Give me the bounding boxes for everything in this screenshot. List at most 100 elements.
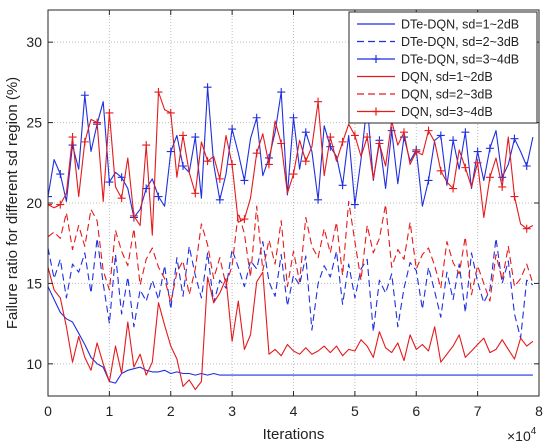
data-point-marker xyxy=(350,131,359,140)
data-point-marker xyxy=(179,131,188,140)
data-point-marker xyxy=(215,174,224,183)
y-tick-label: 30 xyxy=(26,34,42,50)
legend-item: DTe-DQN, sd=1~2dB xyxy=(357,18,519,32)
y-axis-label: Failure ratio for different sd region (%… xyxy=(4,77,21,329)
data-point-marker xyxy=(510,134,519,143)
data-point-marker xyxy=(436,131,445,140)
x-axis-label: Iterations xyxy=(263,426,325,443)
data-point-marker xyxy=(191,189,200,198)
data-point-marker xyxy=(252,113,261,122)
legend-label: DQN, sd=1~2dB xyxy=(401,70,493,84)
legend-item: DQN, sd=3~4dB xyxy=(357,105,493,119)
data-point-marker xyxy=(326,133,335,142)
series-2 xyxy=(48,237,534,339)
data-point-marker xyxy=(424,176,433,185)
data-point-marker xyxy=(166,147,175,156)
legend-item: DTe-DQN, sd=3~4dB xyxy=(357,53,519,67)
x-tick-label: 4 xyxy=(290,403,298,419)
data-point-marker xyxy=(498,173,507,182)
data-point-marker xyxy=(289,113,298,122)
x-tick-label: 0 xyxy=(44,403,52,419)
data-point-marker xyxy=(399,128,408,137)
y-tick-label: 20 xyxy=(26,195,42,211)
data-point-marker xyxy=(240,176,249,185)
data-point-marker xyxy=(48,192,52,201)
x-tick-label: 8 xyxy=(535,403,543,419)
series-4 xyxy=(48,267,534,391)
data-point-marker xyxy=(117,194,126,203)
data-point-marker xyxy=(93,118,102,127)
data-point-marker xyxy=(473,158,482,167)
data-point-marker xyxy=(228,160,237,169)
data-point-marker xyxy=(203,157,212,166)
x-axis-multiplier-base: ×10 xyxy=(507,428,531,444)
data-point-marker xyxy=(215,195,224,204)
data-point-marker xyxy=(80,137,89,146)
data-point-marker xyxy=(277,88,286,97)
series-3 xyxy=(48,83,534,222)
data-point-marker xyxy=(338,137,347,146)
legend-label: DTe-DQN, sd=2~3dB xyxy=(401,35,519,49)
ticks: 0 1 2 3 4 5 6 7 8 10 15 20 25 30 xyxy=(26,10,543,419)
series-line xyxy=(48,86,534,219)
data-point-marker xyxy=(166,108,175,117)
data-point-marker xyxy=(301,157,310,166)
data-point-marker xyxy=(154,192,163,201)
data-point-marker xyxy=(289,170,298,179)
series-line xyxy=(48,286,533,384)
data-point-marker xyxy=(129,211,138,220)
data-point-marker xyxy=(485,144,494,153)
data-point-marker xyxy=(80,91,89,100)
data-point-marker xyxy=(485,173,494,182)
legend-label: DTe-DQN, sd=1~2dB xyxy=(401,18,519,32)
data-point-marker xyxy=(191,133,200,142)
data-point-marker xyxy=(228,125,237,134)
data-point-marker xyxy=(522,162,531,171)
legend-marker xyxy=(372,107,380,116)
legend-item: DQN, sd=2~3dB xyxy=(357,88,493,102)
data-point-marker xyxy=(350,200,359,209)
x-tick-label: 5 xyxy=(351,403,359,419)
x-axis-multiplier: ×104 xyxy=(507,426,537,444)
data-point-marker xyxy=(179,162,188,171)
y-tick-label: 15 xyxy=(26,275,42,291)
data-point-marker xyxy=(56,200,65,209)
data-point-marker xyxy=(412,147,421,156)
legend-label: DTe-DQN, sd=3~4dB xyxy=(401,53,519,67)
x-tick-label: 6 xyxy=(412,403,420,419)
legend-box xyxy=(348,11,538,124)
data-point-marker xyxy=(48,200,52,209)
series-line xyxy=(48,91,534,236)
data-point-marker xyxy=(105,178,114,187)
series-1 xyxy=(48,286,533,384)
data-point-marker xyxy=(498,182,507,191)
data-point-marker xyxy=(264,160,273,169)
data-point-marker xyxy=(436,166,445,175)
x-tick-label: 3 xyxy=(228,403,236,419)
x-tick-label: 7 xyxy=(474,403,482,419)
data-point-marker xyxy=(461,128,470,137)
data-point-marker xyxy=(522,224,531,233)
series-line xyxy=(48,267,534,391)
data-point-marker xyxy=(314,195,323,204)
data-point-marker xyxy=(461,163,470,172)
legend-label: DQN, sd=3~4dB xyxy=(401,105,493,119)
legend-item: DTe-DQN, sd=2~3dB xyxy=(357,35,519,49)
data-point-marker xyxy=(252,149,261,158)
legend: DTe-DQN, sd=1~2dB DTe-DQN, sd=2~3dB DTe-DQ… xyxy=(348,11,538,124)
data-point-marker xyxy=(277,139,286,148)
x-tick-label: 2 xyxy=(167,403,175,419)
data-point-marker xyxy=(424,126,433,135)
y-tick-label: 25 xyxy=(26,115,42,131)
data-point-marker xyxy=(314,97,323,106)
data-point-marker xyxy=(473,147,482,156)
data-point-marker xyxy=(142,141,151,150)
data-point-marker xyxy=(363,133,372,142)
data-point-marker xyxy=(203,83,212,92)
data-point-marker xyxy=(449,136,458,145)
y-tick-label: 10 xyxy=(26,356,42,372)
legend-marker xyxy=(372,55,380,63)
data-point-marker xyxy=(68,133,77,142)
